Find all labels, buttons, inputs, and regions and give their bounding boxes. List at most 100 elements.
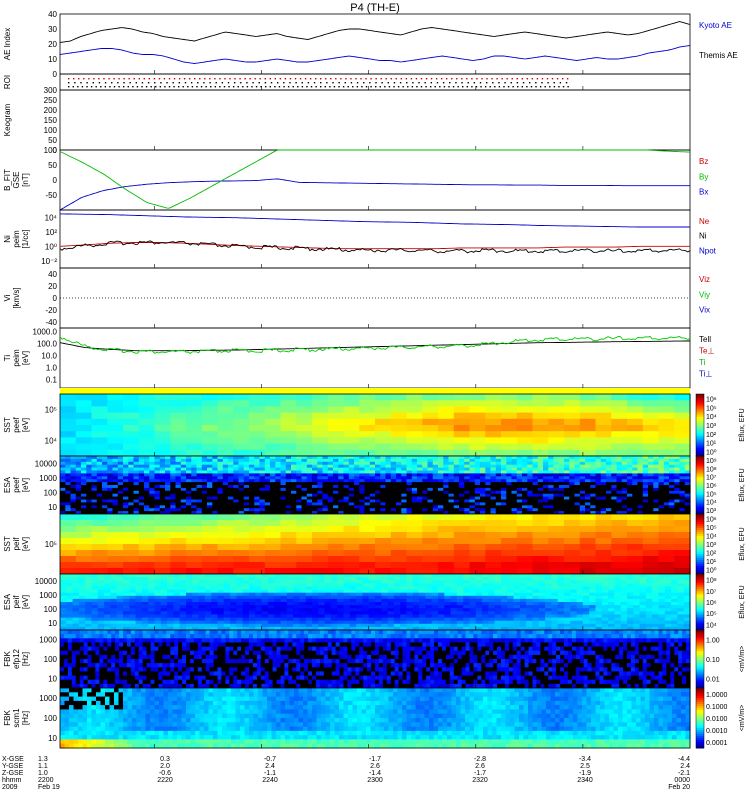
- heatmap-cell: [564, 431, 581, 438]
- heatmap-cell: [450, 614, 458, 619]
- roi-mark: [430, 82, 433, 84]
- heatmap-cell: [595, 473, 602, 477]
- heatmap-cell: [475, 611, 483, 615]
- heatmap-cell: [81, 470, 87, 474]
- heatmap-cell: [590, 505, 597, 509]
- heatmap-cell: [585, 458, 591, 463]
- heatmap-cell: [170, 437, 187, 445]
- heatmap-cell: [65, 461, 72, 466]
- heatmap-cell: [401, 499, 408, 503]
- heatmap-cell: [312, 461, 318, 466]
- heatmap-cell: [606, 493, 612, 498]
- heatmap-cell: [632, 493, 639, 498]
- heatmap-cell: [390, 412, 408, 420]
- heatmap-cell: [579, 406, 597, 414]
- heatmap-cell: [469, 602, 477, 606]
- heatmap-cell: [343, 608, 351, 612]
- heatmap-cell: [96, 467, 103, 472]
- sst_i-colorbar-step: [696, 558, 704, 561]
- heatmap-cell: [380, 502, 387, 506]
- heatmap-cell: [96, 511, 103, 515]
- heatmap-cell: [469, 583, 477, 587]
- heatmap-cell: [354, 470, 360, 474]
- heatmap-cell: [674, 485, 681, 489]
- heatmap-cell: [327, 526, 345, 533]
- heatmap-cell: [201, 502, 208, 506]
- esa_e-colorbar-step: [696, 508, 704, 511]
- roi-mark: [242, 86, 244, 88]
- heatmap-cell: [116, 614, 124, 619]
- heatmap-cell: [211, 580, 219, 584]
- heatmap-cell: [438, 490, 444, 495]
- heatmap-cell: [537, 456, 544, 460]
- heatmap-cell: [128, 490, 135, 495]
- heatmap-cell: [186, 464, 192, 469]
- heatmap-cell: [425, 586, 433, 591]
- heatmap-cell: [75, 496, 82, 501]
- heatmap-cell: [317, 461, 324, 466]
- heatmap-cell: [96, 496, 103, 501]
- heatmap-cell: [60, 550, 77, 557]
- heatmap-cell: [390, 502, 397, 506]
- heatmap-cell: [254, 485, 261, 489]
- heatmap-cell: [117, 461, 124, 466]
- heatmap-cell: [170, 467, 177, 472]
- heatmap-cell: [299, 598, 307, 603]
- heatmap-cell: [264, 437, 282, 445]
- heatmap-cell: [422, 487, 429, 492]
- heatmap-cell: [406, 532, 423, 539]
- heatmap-cell: [123, 425, 140, 432]
- heatmap-cell: [291, 511, 297, 515]
- heatmap-cell: [96, 502, 103, 506]
- heatmap-cell: [104, 595, 111, 600]
- sst_e-cbar-label: Eflux, EFU: [739, 408, 746, 441]
- heatmap-cell: [110, 589, 118, 594]
- heatmap-cell: [653, 461, 660, 466]
- heatmap-cell: [443, 502, 450, 506]
- heatmap-cell: [191, 496, 198, 501]
- heatmap-cell: [411, 467, 418, 472]
- heatmap-cell: [419, 605, 426, 609]
- heatmap-cell: [595, 502, 602, 506]
- heatmap-cell: [238, 456, 245, 460]
- heatmap-cell: [324, 574, 332, 578]
- heatmap-cell: [606, 508, 612, 512]
- heatmap-cell: [212, 479, 219, 483]
- heatmap-cell: [469, 490, 476, 495]
- heatmap-cell: [658, 526, 675, 533]
- heatmap-cell: [606, 499, 612, 503]
- heatmap-cell: [627, 464, 633, 469]
- heatmap-cell: [123, 583, 130, 587]
- heatmap-cell: [553, 482, 560, 486]
- heatmap-cell: [275, 482, 282, 486]
- ni-ytick-label: 10²: [45, 228, 57, 237]
- esa_e-colorbar-step: [696, 488, 704, 492]
- heatmap-cell: [211, 574, 219, 578]
- heatmap-cell: [70, 461, 77, 466]
- heatmap-cell: [422, 425, 439, 432]
- heatmap-cell: [432, 493, 439, 498]
- sst_e-ylabel: SST peef [eV]: [3, 416, 30, 432]
- heatmap-cell: [159, 470, 166, 474]
- roi-mark: [451, 78, 453, 80]
- heatmap-cell: [217, 437, 234, 445]
- heatmap-cell: [280, 550, 297, 557]
- heatmap-cell: [154, 502, 161, 506]
- heatmap-cell: [543, 496, 549, 501]
- heatmap-cell: [129, 592, 137, 597]
- heatmap-cell: [170, 562, 187, 569]
- heatmap-cell: [359, 461, 366, 466]
- heatmap-cell: [432, 476, 439, 480]
- heatmap-cell: [543, 473, 549, 477]
- heatmap-cell: [291, 487, 297, 492]
- heatmap-cell: [160, 611, 168, 615]
- heatmap-cell: [532, 473, 539, 477]
- heatmap-cell: [148, 580, 156, 584]
- heatmap-cell: [60, 605, 67, 609]
- esa_e-colorbar-step: [696, 502, 704, 505]
- roi-mark: [338, 86, 340, 88]
- heatmap-cell: [86, 461, 93, 466]
- heatmap-cell: [138, 431, 156, 438]
- heatmap-cell: [91, 574, 99, 578]
- heatmap-cell: [192, 589, 200, 594]
